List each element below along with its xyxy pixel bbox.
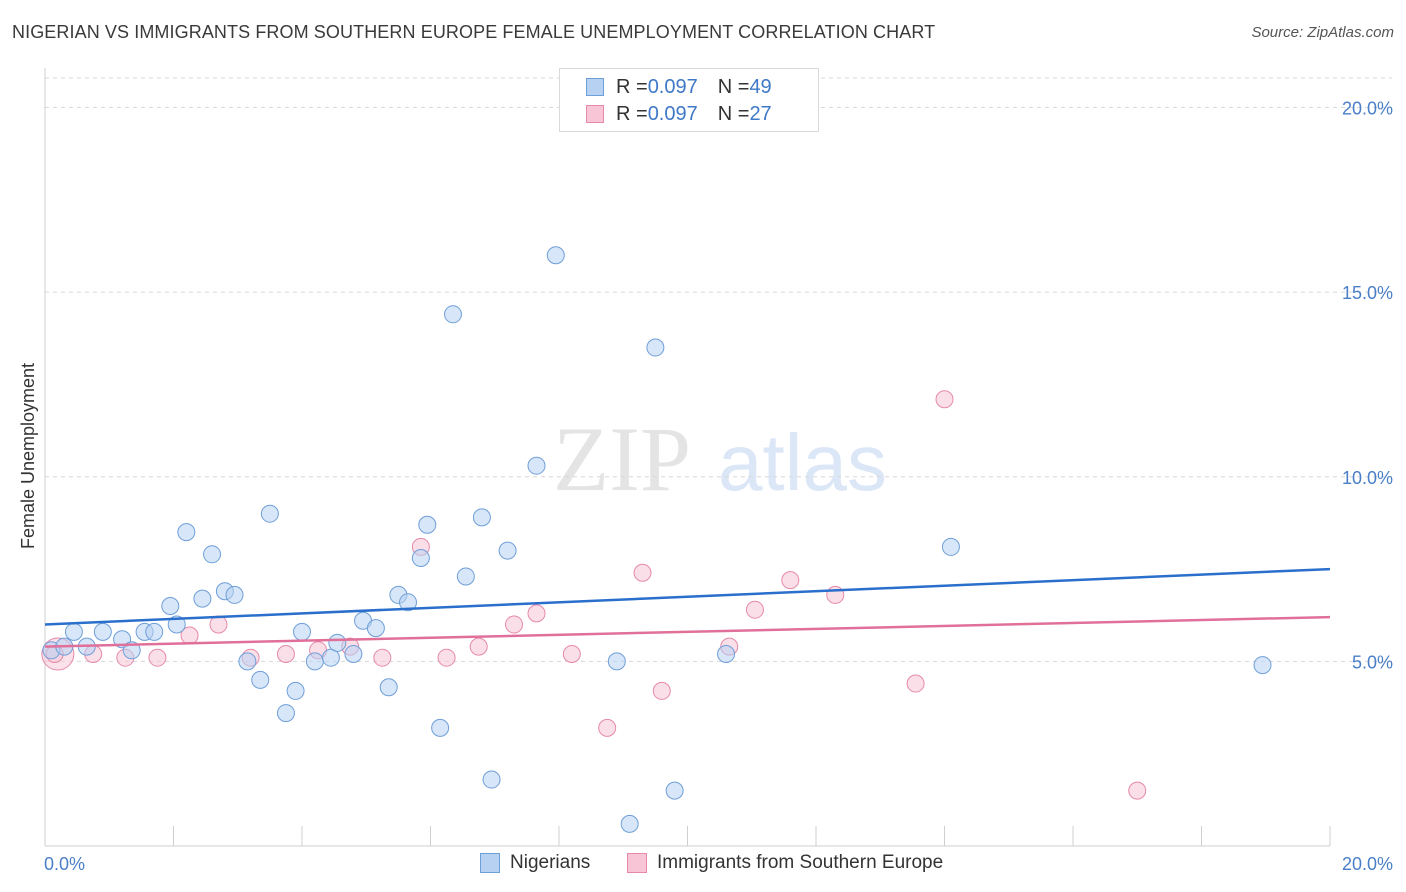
y-tick-label: 5.0% [1352,652,1393,672]
southern-europe-point [527,604,546,623]
southern-europe-trend-line [44,615,1331,648]
nigerians-trend-line [44,567,1331,626]
legend-r-value: 0.097 [647,75,698,98]
x-tick-label-max: 20.0% [1342,854,1393,874]
nigerian-point [225,585,244,604]
y-tick-labels: 5.0% 10.0% 15.0% 20.0% [1342,99,1393,673]
nigerian-point [443,305,462,324]
nigerian-point [482,770,501,789]
nigerian-point [93,622,112,641]
nigerian-point [1253,656,1272,675]
chart-title: NIGERIAN VS IMMIGRANTS FROM SOUTHERN EUR… [12,22,936,42]
legend-swatch-nigerians [586,78,604,96]
legend-n-value: 27 [749,102,772,125]
southern-europe-point [505,615,524,634]
nigerian-point [620,814,639,833]
southern-europe-point [633,563,652,582]
y-tick-label: 15.0% [1342,283,1393,303]
nigerian-point [260,504,279,523]
southern-europe-point [562,645,581,663]
southern-europe-point [745,600,764,619]
nigerian-point [122,641,141,660]
legend-swatch-southern-europe [627,853,647,873]
nigerian-point [411,549,430,567]
source-label: Source: ZipAtlas.com [1251,24,1394,41]
nigerian-point [546,246,565,265]
southern-europe-point [652,681,671,700]
nigerian-point [64,622,83,641]
trend-lines [44,567,1331,648]
legend-n-label: N = [717,75,750,98]
nigerian-point [941,537,960,556]
nigerian-point [203,545,222,564]
legend-n-value: 49 [749,75,772,98]
nigerian-point [344,645,363,663]
nigerian-point [193,589,212,608]
nigerian-point [161,597,180,615]
southern-europe-point [276,645,295,663]
legend-item-nigerians[interactable]: Nigerians [480,852,590,874]
nigerian-point [177,523,196,542]
legend-item-southern-europe[interactable]: Immigrants from Southern Europe [627,852,943,874]
nigerian-point [251,670,270,689]
nigerian-point [238,652,257,671]
legend-swatch-nigerians [480,853,500,873]
x-tick-label-min: 0.0% [44,854,85,874]
southern-europe-point [1128,781,1147,800]
nigerian-point [145,622,164,641]
nigerian-point [328,633,347,652]
nigerian-point [665,781,684,800]
nigerian-point [379,678,398,697]
nigerian-point [399,593,418,612]
southern-europe-point [935,390,954,409]
nigerian-point [276,704,295,723]
southern-europe-point [598,718,617,737]
southern-europe-point [906,674,925,693]
southern-europe-point [437,648,456,667]
legend-swatch-southern-europe [586,105,604,123]
legend-n-label: N = [717,102,750,125]
nigerian-point [431,718,450,737]
nigerian-point [646,338,665,357]
legend-r-value: 0.097 [647,102,698,125]
correlation-legend: R = 0.097 N = 49 R = 0.097 N = 27 [559,68,819,132]
legend-row-nigerians: R = 0.097 N = 49 [586,74,772,100]
nigerian-point [366,619,385,638]
legend-r-label: R = [616,75,648,98]
legend-label-southern-europe: Immigrants from Southern Europe [657,852,944,873]
legend-label-nigerians: Nigerians [510,852,591,873]
nigerian-point [498,541,517,560]
legend-r-label: R = [616,102,648,125]
nigerian-point [305,652,324,671]
series-legend: Nigerians Immigrants from Southern Europ… [0,852,1406,878]
southern-europe-point [148,648,167,667]
southern-europe-point [373,648,392,667]
nigerian-point [472,508,491,527]
watermark-atlas: atlas [718,418,887,507]
y-tick-label: 10.0% [1342,468,1393,488]
watermark: ZIP atlas [553,408,887,510]
nigerian-point [607,652,626,671]
legend-row-southern-europe: R = 0.097 N = 27 [586,101,772,127]
y-tick-label: 20.0% [1342,99,1393,119]
watermark-zip: ZIP [553,408,691,510]
y-axis-label: Female Unemployment [18,363,38,549]
nigerian-point [293,622,311,641]
nigerian-point [418,515,437,534]
nigerian-point [456,567,475,586]
x-ticks [44,826,1331,846]
series-nigerians-points [42,246,1272,833]
nigerian-point [717,645,736,663]
southern-europe-point [209,615,228,634]
nigerian-point [286,681,305,700]
southern-europe-point [469,637,488,656]
southern-europe-point [781,571,800,590]
nigerian-point [527,456,546,475]
